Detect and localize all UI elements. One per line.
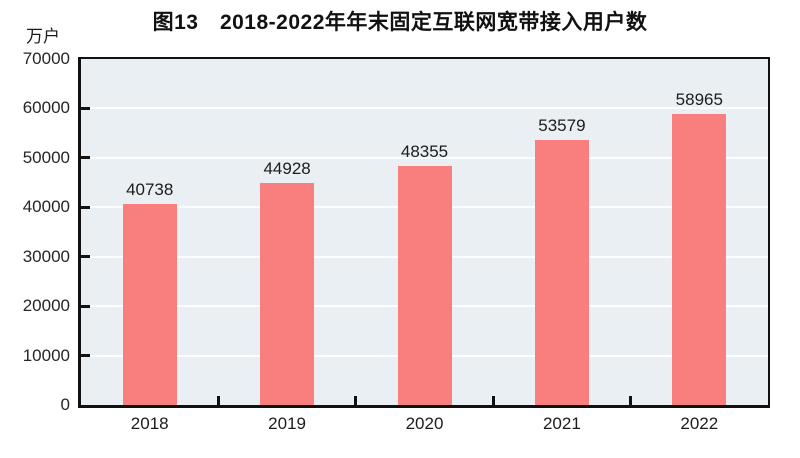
x-category-label: 2018: [130, 414, 169, 433]
y-axis-tick: [81, 205, 90, 209]
x-axis-tick: [629, 396, 633, 405]
y-grid-line: [81, 107, 768, 110]
bar: [672, 113, 727, 405]
x-category-label: 2022: [680, 414, 719, 433]
y-axis-tick: [81, 304, 90, 308]
bar: [534, 140, 589, 405]
bar-value-label: 40738: [126, 179, 174, 199]
bar-value-label: 44928: [263, 158, 311, 178]
y-axis-tick: [81, 255, 90, 259]
x-category-label: 2020: [405, 414, 444, 433]
bar: [260, 182, 315, 405]
x-axis-tick: [354, 396, 358, 405]
y-tick-label: 10000: [22, 345, 70, 365]
y-axis-unit-label: 万户: [26, 27, 60, 46]
bar-value-label: 58965: [675, 89, 723, 109]
y-tick-label: 20000: [22, 296, 70, 316]
y-tick-label: 30000: [22, 246, 70, 266]
bar-value-label: 48355: [400, 142, 449, 161]
y-axis-tick: [81, 106, 90, 110]
x-category-label: 2019: [268, 414, 306, 433]
y-tick-label: 50000: [22, 147, 70, 167]
y-axis-tick: [81, 156, 90, 160]
plot-area: 40738 44928 48355 53579 58965: [78, 57, 770, 408]
x-category-label: 2021: [542, 414, 581, 433]
x-axis-tick: [491, 396, 495, 405]
chart-title: 图13 2018-2022年年末固定互联网宽带接入用户数: [152, 11, 648, 34]
bar: [122, 203, 177, 405]
y-tick-label: 70000: [22, 49, 70, 68]
plot-inner: 40738 44928 48355 53579 58965: [81, 59, 768, 405]
x-axis-tick: [216, 396, 220, 405]
bar: [397, 166, 452, 405]
bar-value-label: 53579: [538, 116, 586, 136]
y-tick-label: 0: [60, 395, 70, 414]
y-axis-tick: [81, 354, 90, 358]
y-grid-line: [81, 156, 768, 159]
y-tick-label: 60000: [22, 98, 70, 118]
y-tick-label: 40000: [22, 197, 70, 217]
